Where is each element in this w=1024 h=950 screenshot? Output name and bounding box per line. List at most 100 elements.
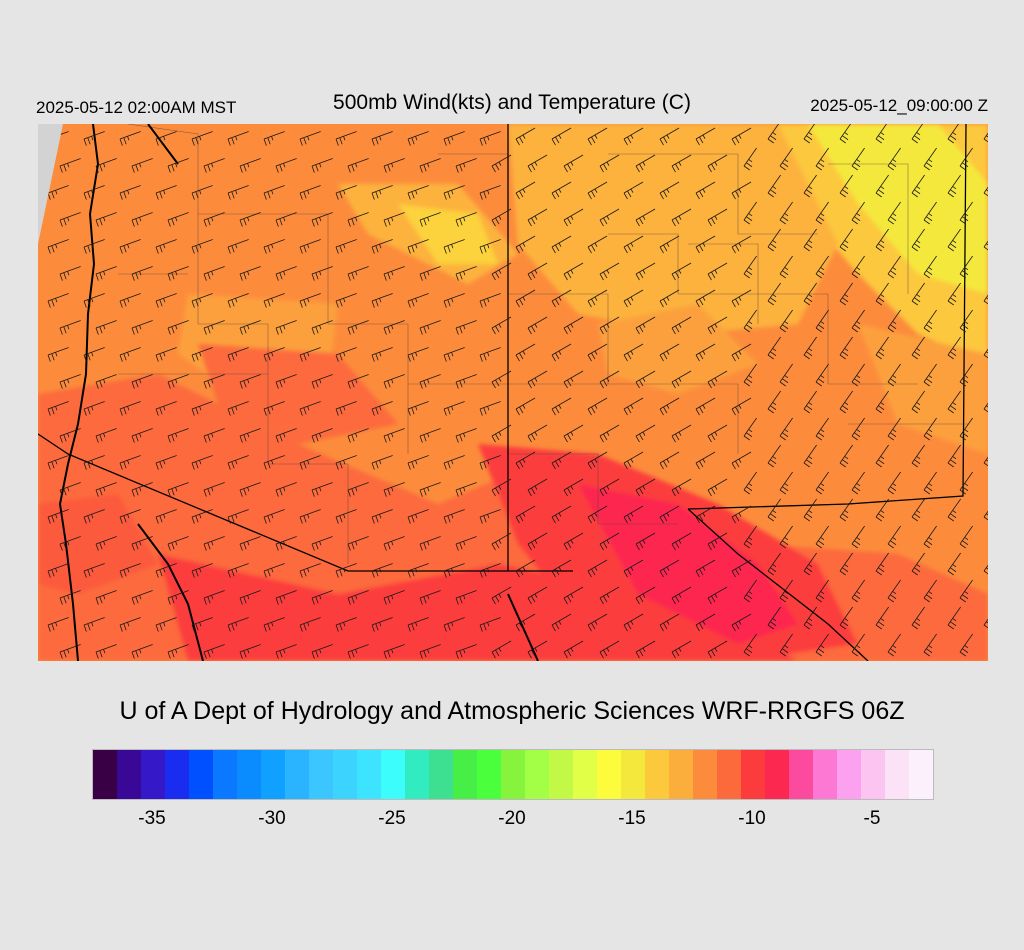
wind-barb — [239, 374, 261, 389]
wind-barb — [419, 482, 441, 497]
wind-barb — [299, 509, 321, 524]
wind-barb — [803, 606, 817, 630]
colorbar-swatch — [837, 750, 861, 799]
colorbar-swatch — [501, 750, 525, 799]
colorbar-swatch — [765, 750, 789, 799]
wind-barb — [635, 154, 656, 173]
wind-barb — [335, 509, 357, 524]
colorbar-swatch — [405, 750, 429, 799]
state-boundaries — [38, 124, 967, 661]
wind-barb — [407, 455, 429, 470]
wind-barb — [347, 590, 369, 605]
wind-barb — [119, 401, 141, 416]
colorbar-swatch — [285, 750, 309, 799]
wind-barb — [599, 478, 620, 497]
wind-barb — [887, 147, 901, 171]
wind-barb — [623, 289, 644, 308]
wind-barb — [491, 586, 512, 605]
wind-barb — [167, 536, 189, 551]
wind-barb — [587, 559, 608, 578]
wind-barb — [83, 131, 105, 146]
wind-barb — [479, 239, 501, 254]
wind-barb — [347, 644, 369, 659]
wind-barb — [659, 127, 680, 146]
wind-barb — [947, 336, 961, 360]
colorbar-swatch — [93, 750, 117, 799]
colorbar-swatch — [741, 750, 765, 799]
wind-barb — [947, 228, 961, 252]
wind-barb — [695, 559, 716, 578]
colorbar-swatch — [381, 750, 405, 799]
wind-barb — [947, 444, 961, 468]
wind-barb — [515, 181, 536, 200]
wind-barb — [407, 239, 429, 254]
wind-barb — [803, 390, 817, 414]
wind-barb — [551, 451, 572, 470]
colorbar-swatch — [813, 750, 837, 799]
colorbar-swatch — [861, 750, 885, 799]
wind-barb — [335, 293, 357, 308]
wind-barb — [191, 509, 213, 524]
wind-barb — [407, 563, 429, 578]
wind-barb — [203, 320, 225, 335]
colorbar-swatch — [453, 750, 477, 799]
colorbar-swatch — [645, 750, 669, 799]
wind-barb — [491, 424, 512, 443]
wind-barb — [671, 532, 692, 551]
colorbar-swatch — [165, 750, 189, 799]
wind-barb — [671, 424, 692, 443]
wind-barb — [767, 124, 781, 144]
wind-barb — [815, 579, 829, 603]
wind-barb — [695, 505, 716, 524]
wind-barb — [707, 532, 728, 551]
colorbar-swatch — [909, 750, 933, 799]
wind-barb — [659, 397, 680, 416]
wind-barb — [695, 451, 716, 470]
temperature-field-warm-areas — [38, 344, 988, 661]
wind-barb — [599, 316, 620, 335]
wind-barb — [491, 532, 512, 551]
colorbar-swatch — [549, 750, 573, 799]
wind-barb — [83, 293, 105, 308]
wind-barb — [407, 617, 429, 632]
wind-barb — [263, 509, 285, 524]
wind-barb — [59, 266, 81, 281]
wind-barb — [419, 266, 441, 281]
wind-barb — [167, 320, 189, 335]
wind-barb — [515, 613, 536, 632]
wind-barb — [851, 579, 865, 603]
coastline — [58, 124, 539, 661]
wind-barb — [707, 478, 728, 497]
wind-barb — [839, 444, 853, 468]
wind-barb — [983, 444, 988, 468]
wind-barb — [911, 228, 925, 252]
wind-barb — [635, 316, 656, 335]
wind-barb — [659, 559, 680, 578]
colorbar-swatch — [237, 750, 261, 799]
wind-barb — [47, 293, 69, 308]
wind-barb — [911, 124, 925, 144]
wind-barb — [335, 239, 357, 254]
wind-barb — [455, 536, 477, 551]
wind-barb — [167, 482, 189, 497]
wind-barb — [587, 343, 608, 362]
wind-barb — [743, 579, 757, 603]
wind-barb — [47, 455, 69, 470]
colorbar-swatch — [261, 750, 285, 799]
wind-barb — [263, 185, 285, 200]
wind-barb — [959, 525, 973, 549]
wind-barb — [551, 343, 572, 362]
wind-barb — [347, 212, 369, 227]
wind-barb — [671, 586, 692, 605]
wind-barb — [983, 606, 988, 630]
wind-barb — [671, 154, 692, 173]
wind-barb — [95, 212, 117, 227]
wind-barb — [455, 644, 477, 659]
wind-barb — [119, 347, 141, 362]
wind-barb — [923, 309, 937, 333]
wind-barb — [311, 644, 333, 659]
wind-barb — [563, 262, 584, 281]
wind-barb — [443, 617, 465, 632]
wind-barb — [479, 455, 501, 470]
wind-barb — [623, 613, 644, 632]
